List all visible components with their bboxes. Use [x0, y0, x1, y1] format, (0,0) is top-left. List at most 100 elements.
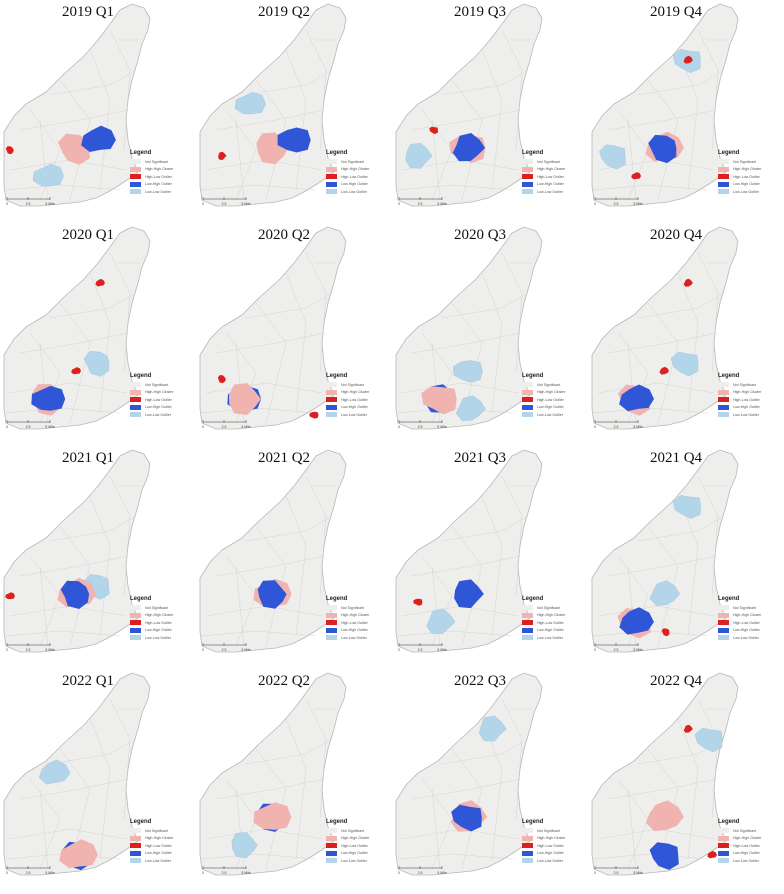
legend-swatch [522, 835, 533, 841]
legend-swatch [130, 397, 141, 403]
legend-item: Not Significant [522, 381, 584, 389]
cluster-low-high-polygon [277, 127, 311, 153]
legend-label: Low-Low Outlier [341, 635, 367, 640]
scale-label: 2.5 [26, 202, 31, 206]
legend-item: High-Low Outlier [718, 842, 780, 850]
legend-swatch [522, 389, 533, 395]
scale-label: 0 [398, 648, 400, 652]
legend-item: High-Low Outlier [718, 619, 780, 627]
cluster-high-low-polygon [707, 851, 717, 859]
legend-item: Low-High Outlier [326, 181, 388, 189]
legend-swatch [130, 843, 141, 849]
map-panel: 2020 Q1 Legend Not Significant High-High Cl… [0, 223, 196, 446]
legend-label: Not Significant [733, 382, 757, 387]
legend-item: Low-High Outlier [130, 181, 192, 189]
legend-swatch [326, 389, 337, 395]
study-area-outline [591, 226, 739, 430]
map-legend: Legend Not Significant High-High Cluster Hi… [522, 373, 584, 419]
legend-swatch [718, 412, 729, 418]
cluster-map [395, 672, 543, 876]
cluster-low-high-polygon [649, 842, 679, 870]
legend-label: Low-High Outlier [537, 405, 564, 410]
cluster-low-low-polygon [83, 351, 110, 377]
legend-label: Low-Low Outlier [341, 189, 367, 194]
legend-swatch [718, 612, 729, 618]
legend-label: High-High Cluster [733, 167, 762, 172]
study-area-outline [395, 226, 543, 430]
legend-label: Low-High Outlier [145, 628, 172, 633]
cluster-low-low-polygon [231, 832, 258, 859]
legend-item: Not Significant [130, 158, 192, 166]
legend-label: Not Significant [145, 828, 169, 833]
cluster-high-low-polygon [683, 278, 693, 287]
legend-label: Low-Low Outlier [341, 858, 367, 863]
panel-title: 2019 Q2 [257, 4, 311, 20]
legend-label: Low-High Outlier [145, 405, 172, 410]
scale-label: 0 [594, 425, 596, 429]
panel-title: 2022 Q1 [61, 673, 115, 689]
cluster-low-low-polygon [405, 142, 433, 169]
legend-label: High-High Cluster [341, 390, 370, 395]
scale-label: 5 Mile [45, 871, 54, 875]
scale-label: 2.5 [222, 202, 227, 206]
scale-label: 5 Mile [437, 202, 446, 206]
legend-label: Not Significant [341, 828, 365, 833]
cluster-map [3, 3, 151, 207]
panel-title: 2022 Q2 [257, 673, 311, 689]
legend-item: Low-Low Outlier [130, 411, 192, 419]
map-legend: Legend Not Significant High-High Cluster Hi… [326, 373, 388, 419]
scale-bar: 0 2.5 5 Mile [6, 866, 55, 875]
legend-swatch [326, 166, 337, 172]
legend-swatch [522, 828, 533, 834]
cluster-high-low-polygon [5, 592, 15, 600]
scale-label: 2.5 [222, 648, 227, 652]
scale-bar: 0 2.5 5 Mile [594, 643, 643, 652]
legend-label: Low-Low Outlier [733, 635, 759, 640]
legend-label: High-Low Outlier [733, 397, 760, 402]
cluster-map [395, 226, 543, 430]
scale-label: 0 [202, 871, 204, 875]
legend-item: High-Low Outlier [522, 842, 584, 850]
legend-item: Low-High Outlier [718, 181, 780, 189]
legend-item: High-Low Outlier [522, 396, 584, 404]
scale-bar: 0 2.5 5 Mile [398, 420, 447, 429]
legend-title: Legend [130, 373, 152, 379]
cluster-low-low-polygon [672, 495, 702, 519]
legend-item: Low-Low Outlier [522, 411, 584, 419]
study-area-outline [199, 226, 347, 430]
panel-title: 2020 Q2 [257, 227, 311, 243]
scale-label: 0 [398, 202, 400, 206]
legend-label: High-Low Outlier [733, 620, 760, 625]
scale-label: 5 Mile [633, 648, 642, 652]
legend-label: High-High Cluster [733, 836, 762, 841]
legend-swatch [522, 858, 533, 864]
cluster-high-high-polygon [645, 800, 684, 832]
map-legend: Legend Not Significant High-High Cluster Hi… [718, 596, 780, 642]
legend-item: Not Significant [326, 827, 388, 835]
scale-bar: 0 2.5 5 Mile [594, 197, 643, 206]
legend-item: High-Low Outlier [130, 396, 192, 404]
study-area-outline [199, 449, 347, 653]
legend-swatch [130, 605, 141, 611]
legend-label: High-Low Outlier [341, 620, 368, 625]
legend-item: High-Low Outlier [326, 396, 388, 404]
scale-label: 2.5 [222, 425, 227, 429]
cluster-high-low-polygon [631, 172, 641, 180]
panel-title: 2021 Q2 [257, 450, 311, 466]
study-area-outline [3, 3, 151, 207]
legend-label: High-Low Outlier [733, 843, 760, 848]
legend-swatch [130, 828, 141, 834]
legend-label: High-High Cluster [341, 613, 370, 618]
cluster-high-low-polygon [309, 411, 319, 419]
legend-label: Not Significant [537, 159, 561, 164]
legend-swatch [326, 612, 337, 618]
legend-swatch [718, 627, 729, 633]
legend-swatch [326, 174, 337, 180]
scale-bar: 0 2.5 5 Mile [6, 420, 55, 429]
scale-label: 5 Mile [633, 202, 642, 206]
cluster-low-high-polygon [31, 385, 66, 411]
legend-swatch [326, 159, 337, 165]
scale-bar: 0 2.5 5 Mile [398, 866, 447, 875]
legend-label: High-Low Outlier [537, 397, 564, 402]
tract-boundaries [5, 252, 140, 424]
